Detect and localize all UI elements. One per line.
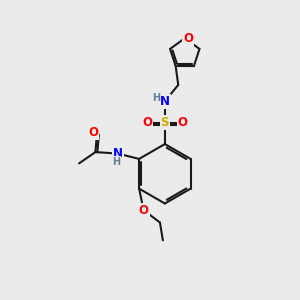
Text: O: O bbox=[142, 116, 152, 129]
Text: O: O bbox=[88, 126, 98, 139]
Text: O: O bbox=[178, 116, 188, 129]
Text: O: O bbox=[183, 32, 193, 45]
Text: N: N bbox=[160, 95, 170, 108]
Text: O: O bbox=[139, 203, 148, 217]
Text: H: H bbox=[112, 157, 120, 167]
Text: N: N bbox=[113, 147, 123, 160]
Text: H: H bbox=[152, 93, 160, 103]
Text: S: S bbox=[160, 116, 169, 129]
